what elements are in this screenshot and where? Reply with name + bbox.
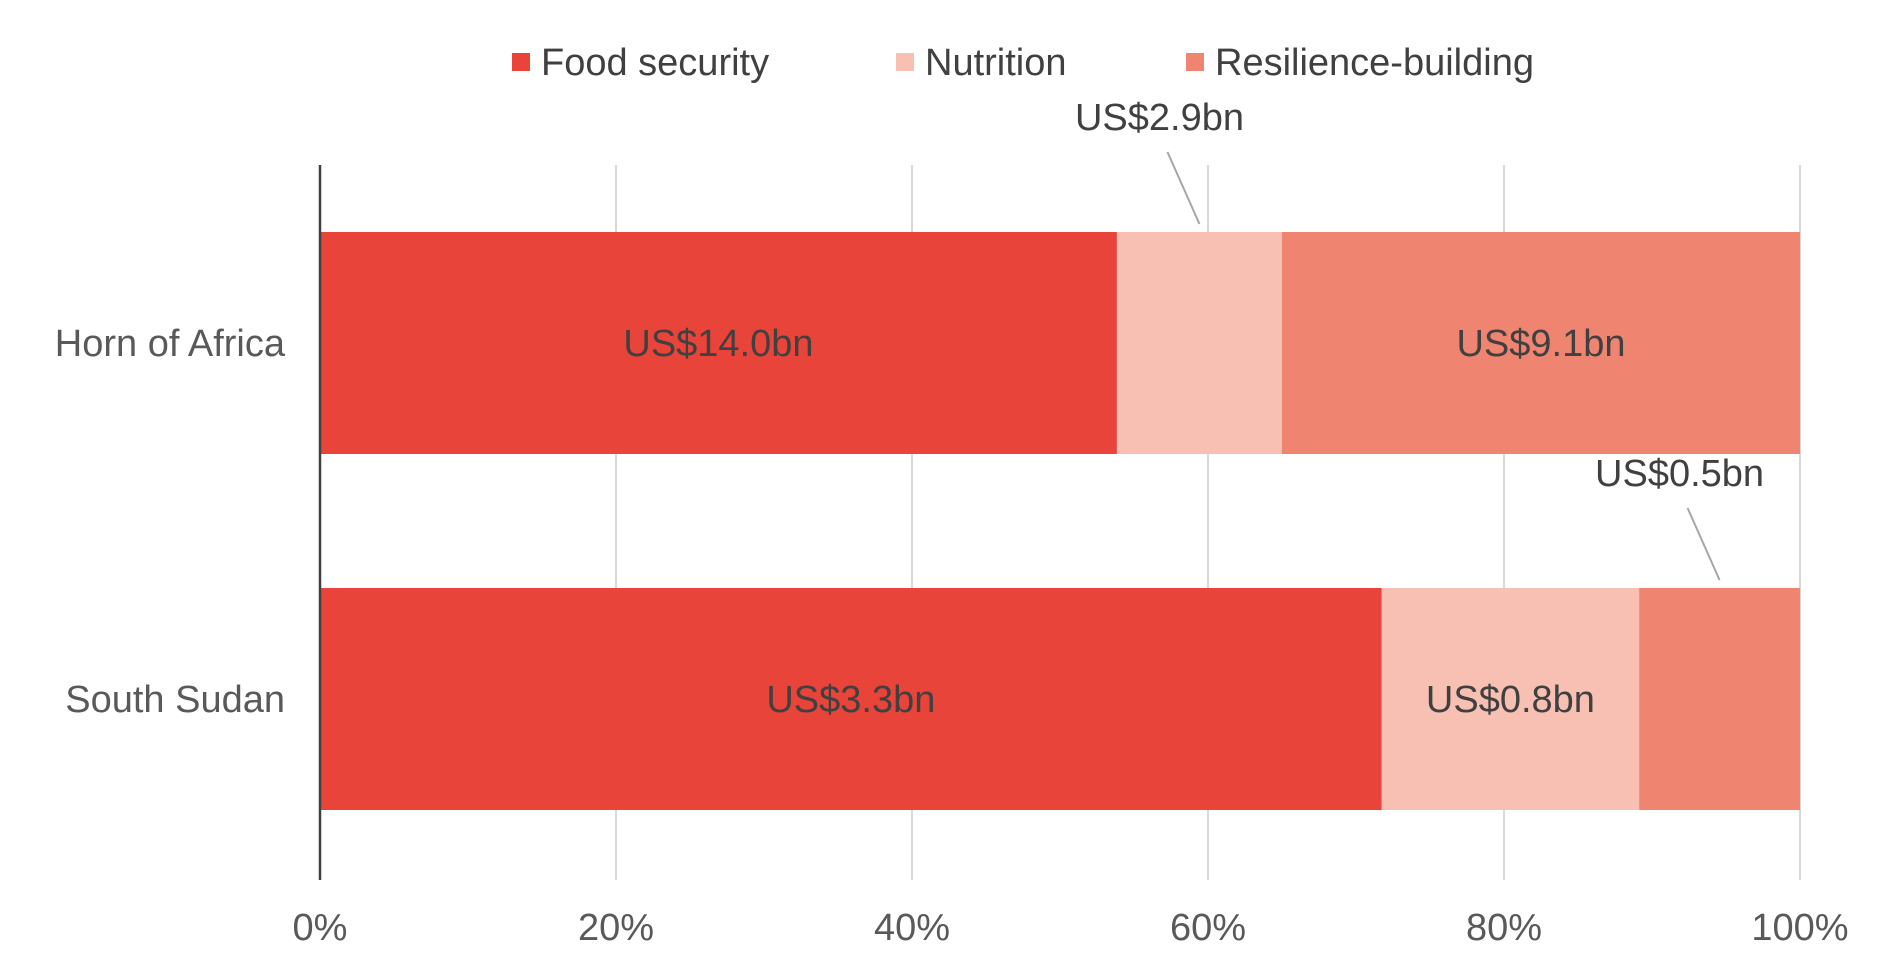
data-label: US$9.1bn xyxy=(1456,323,1625,365)
legend-swatch xyxy=(512,53,530,71)
category-label: South Sudan xyxy=(65,679,285,721)
x-tick-label: 80% xyxy=(1466,907,1542,949)
legend-swatch xyxy=(1186,53,1204,71)
legend-label: Resilience-building xyxy=(1215,42,1534,84)
leader-lines xyxy=(1166,151,1721,581)
x-tick-label: 0% xyxy=(293,907,348,949)
category-labels: Horn of Africa South Sudan xyxy=(55,323,286,721)
legend-label: Nutrition xyxy=(925,42,1067,84)
x-tick-label: 60% xyxy=(1170,907,1246,949)
bar-segment xyxy=(320,588,1382,810)
x-tick-labels: 0% 20% 40% 60% 80% 100% xyxy=(293,907,1849,949)
x-tick-label: 100% xyxy=(1751,907,1848,949)
x-tick-label: 20% xyxy=(578,907,654,949)
bar-segment xyxy=(1639,588,1800,810)
leader-line xyxy=(1686,507,1721,581)
bars xyxy=(320,232,1800,810)
data-label: US$3.3bn xyxy=(766,679,935,721)
bar-segment xyxy=(320,232,1117,454)
bar-segment xyxy=(1282,232,1800,454)
data-labels: US$14.0bn US$2.9bn US$9.1bn US$3.3bn US$0.8b… xyxy=(623,97,1764,721)
data-label: US$0.8bn xyxy=(1426,679,1595,721)
category-label: Horn of Africa xyxy=(55,323,286,365)
legend: Food security Nutrition Resilience-buildin… xyxy=(512,42,1534,84)
data-label-callout: US$2.9bn xyxy=(1075,97,1244,139)
data-label-callout: US$0.5bn xyxy=(1595,453,1764,495)
data-label: US$14.0bn xyxy=(623,323,813,365)
legend-swatch xyxy=(896,53,914,71)
legend-label: Food security xyxy=(541,42,769,84)
leader-line xyxy=(1166,151,1201,225)
bar-segment xyxy=(1116,232,1282,454)
x-tick-label: 40% xyxy=(874,907,950,949)
bar-segment xyxy=(1381,588,1640,810)
